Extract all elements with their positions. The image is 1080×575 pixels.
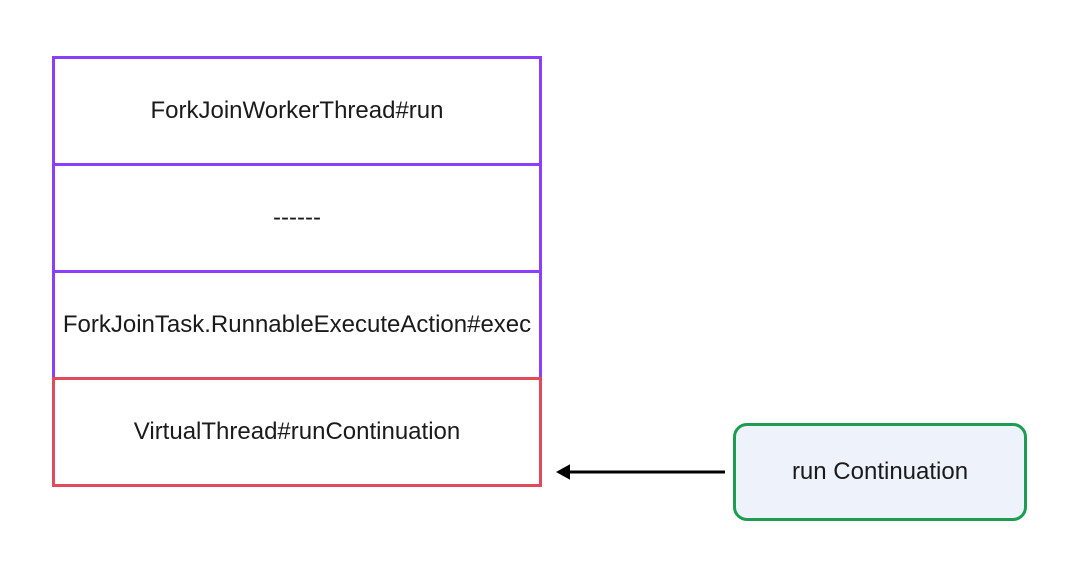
stack-row-label: ForkJoinWorkerThread#run — [150, 95, 443, 127]
stack-row: ForkJoinTask.RunnableExecuteAction#exec — [52, 270, 542, 380]
side-box-label: run Continuation — [792, 458, 968, 486]
stack-row-label: ForkJoinTask.RunnableExecuteAction#exec — [63, 309, 531, 341]
arrow — [540, 456, 741, 488]
run-continuation-box: run Continuation — [733, 423, 1027, 521]
call-stack: ForkJoinWorkerThread#run ------ ForkJoinTa… — [52, 56, 542, 487]
stack-row: VirtualThread#runContinuation — [52, 377, 542, 487]
stack-row: ForkJoinWorkerThread#run — [52, 56, 542, 166]
stack-row: ------ — [52, 163, 542, 273]
stack-row-label: VirtualThread#runContinuation — [134, 416, 460, 448]
stack-row-label: ------ — [273, 202, 321, 234]
